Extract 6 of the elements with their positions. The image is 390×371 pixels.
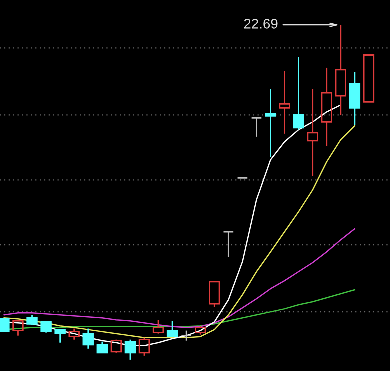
- annotation: 22.69: [244, 19, 278, 29]
- candlestick: [265, 88, 276, 158]
- candlestick: [307, 88, 318, 177]
- candlestick: [279, 70, 290, 135]
- candlestick: [349, 71, 361, 126]
- candlestick: [321, 67, 332, 147]
